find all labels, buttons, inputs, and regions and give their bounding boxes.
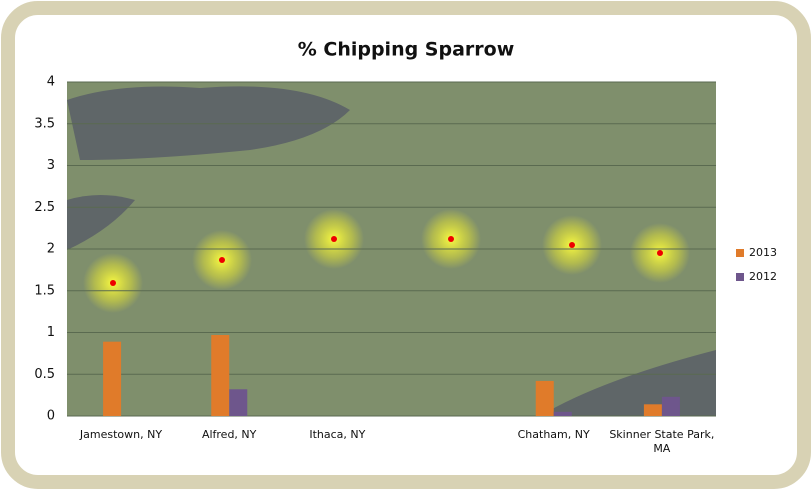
- x-tick-label: Jamestown, NY: [79, 428, 163, 441]
- bar: [553, 411, 572, 416]
- bar: [535, 380, 554, 416]
- y-tick-label: 1: [47, 325, 55, 340]
- x-tick-label: Ithaca, NY: [309, 428, 366, 441]
- x-tick-label: Alfred, NY: [201, 428, 257, 441]
- y-tick-label: 2.5: [34, 200, 55, 215]
- y-tick-label: 4: [47, 75, 55, 90]
- y-tick-label: 2: [47, 242, 55, 257]
- legend-swatch: [736, 273, 744, 281]
- bar: [643, 404, 662, 416]
- y-tick-label: 3.5: [34, 116, 55, 131]
- legend-label: 2013: [749, 246, 777, 259]
- legend-swatch: [736, 249, 744, 257]
- y-tick-label: 1.5: [34, 283, 55, 298]
- y-tick-label: 0.5: [34, 367, 55, 382]
- x-tick-label: Skinner State Park, MA: [609, 428, 715, 455]
- legend-label: 2012: [749, 270, 777, 283]
- y-tick-label: 3: [47, 158, 55, 173]
- bar: [661, 396, 680, 416]
- bar: [103, 341, 122, 416]
- map-markers: [83, 209, 690, 313]
- bar: [229, 389, 248, 416]
- bar: [211, 335, 230, 416]
- chart-title: % Chipping Sparrow: [298, 39, 515, 61]
- x-tick-label: Chatham, NY: [517, 428, 590, 441]
- y-tick-label: 0: [47, 409, 55, 424]
